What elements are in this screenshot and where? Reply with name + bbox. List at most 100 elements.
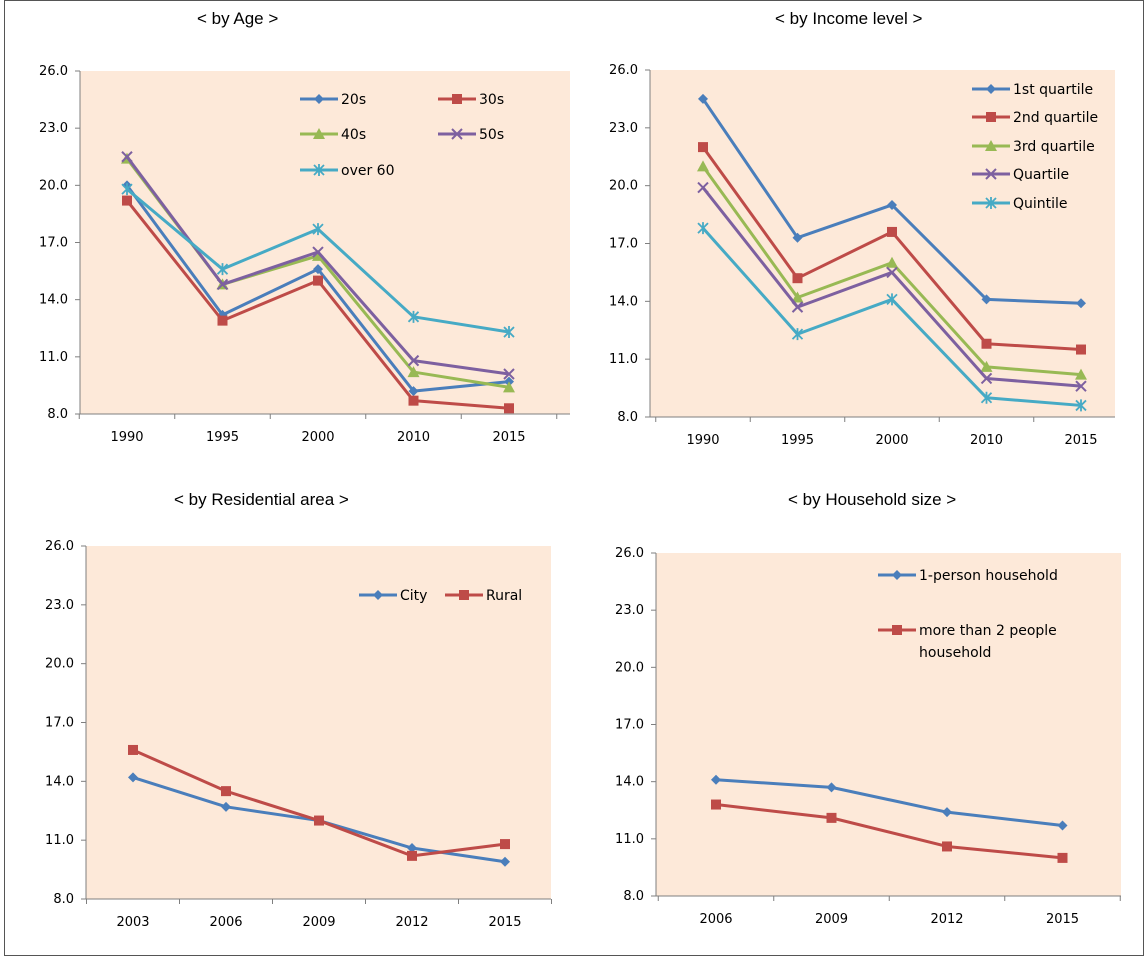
x-tick-label: 2010 (970, 433, 1003, 448)
data-point (1075, 368, 1087, 380)
data-point (407, 843, 417, 854)
data-point (407, 850, 417, 861)
legend-label: Quartile (1013, 167, 1069, 183)
data-point (887, 226, 897, 237)
data-point (1076, 298, 1086, 309)
plot-area (80, 71, 570, 414)
x-tick-label: 2000 (301, 430, 334, 445)
y-tick-label: 11.0 (609, 352, 638, 367)
plot-area (86, 546, 551, 899)
legend-marker (313, 164, 325, 176)
data-point (980, 360, 993, 372)
y-tick-label: 8.0 (53, 892, 74, 907)
y-tick-label: 20.0 (609, 179, 638, 194)
legend-label: 3rd quartile (1013, 139, 1095, 155)
data-point (407, 366, 420, 378)
data-point (407, 310, 420, 323)
data-point (121, 151, 133, 163)
y-tick-label: 26.0 (615, 546, 644, 561)
y-tick-label: 20.0 (45, 657, 74, 672)
legend-marker (892, 570, 902, 580)
data-point (128, 744, 138, 755)
legend-label: 2nd quartile (1013, 110, 1098, 126)
chart-title-income: < by Income level > (775, 9, 923, 28)
data-point (312, 223, 324, 236)
legend-marker (985, 197, 997, 209)
x-tick-label: 2010 (397, 430, 430, 445)
y-tick-label: 11.0 (615, 832, 644, 847)
chart-panel-3: 8.0 11.0 14.0 17.0 20.0 23.0 26.0 2006 2009 2012 2… (615, 546, 1121, 927)
y-tick-label: 14.0 (609, 294, 638, 309)
y-tick-label: 8.0 (47, 407, 68, 422)
x-tick-label: 1995 (206, 430, 239, 445)
data-point (792, 232, 803, 243)
chart-panel-1: 8.0 11.0 14.0 17.0 20.0 23.0 26.0 1990 1995 2000 2… (609, 63, 1115, 448)
data-point (1076, 344, 1086, 355)
x-tick-label: 2009 (302, 915, 335, 930)
legend-marker (451, 128, 463, 140)
y-tick-label: 11.0 (45, 833, 74, 848)
legend-label: 1-person household (919, 568, 1058, 584)
data-point (981, 338, 992, 349)
legend-label: household (919, 645, 991, 661)
data-point (826, 782, 837, 793)
x-tick-label: 2015 (1064, 433, 1097, 448)
data-point (886, 293, 898, 306)
x-tick-label: 1990 (686, 433, 719, 448)
x-tick-label: 2006 (209, 915, 242, 930)
x-tick-label: 2006 (699, 912, 732, 927)
y-tick-label: 23.0 (609, 121, 638, 136)
legend-label: 30s (479, 92, 504, 108)
data-point (408, 386, 419, 397)
data-point (1057, 820, 1068, 831)
x-tick-label: 2015 (492, 430, 525, 445)
data-point (500, 856, 510, 867)
y-tick-label: 8.0 (617, 410, 638, 425)
y-tick-label: 17.0 (45, 716, 74, 731)
data-point (942, 841, 952, 852)
chart-title-age: < by Age > (197, 9, 279, 28)
data-point (698, 93, 708, 104)
series-line (715, 803, 1063, 860)
data-point (886, 256, 898, 268)
chart-panel-2: 8.0 11.0 14.0 17.0 20.0 23.0 26.0 2003 2006 2009 2… (45, 539, 552, 930)
legend-marker (892, 625, 902, 635)
plot-area (656, 553, 1121, 896)
data-point (942, 807, 952, 818)
legend-marker (313, 128, 325, 139)
data-point (408, 395, 419, 406)
data-point (711, 774, 721, 785)
data-point (980, 391, 993, 404)
data-point (698, 142, 708, 153)
data-point (887, 199, 897, 210)
plot-area (650, 70, 1115, 417)
data-point (697, 160, 709, 172)
legend-label: 20s (341, 92, 366, 108)
data-point (1057, 852, 1068, 863)
legend-marker (985, 140, 997, 151)
data-point (312, 246, 324, 258)
y-tick-label: 14.0 (615, 775, 644, 790)
x-tick-label: 2012 (395, 915, 428, 930)
data-point (791, 291, 804, 303)
chart-title-residential: < by Residential area > (174, 490, 349, 509)
y-tick-label: 26.0 (39, 64, 68, 79)
x-tick-label: 1990 (110, 430, 143, 445)
x-tick-label: 2003 (116, 915, 149, 930)
y-tick-label: 20.0 (615, 660, 644, 675)
legend-label: Rural (486, 588, 522, 604)
y-tick-label: 26.0 (45, 539, 74, 554)
y-tick-label: 23.0 (615, 603, 644, 618)
data-point (500, 839, 510, 850)
data-point (697, 222, 709, 235)
data-point (697, 181, 709, 194)
data-point (122, 195, 132, 206)
data-point (791, 328, 804, 341)
legend-marker (459, 590, 469, 600)
legend-label: 50s (479, 127, 504, 143)
y-tick-label: 14.0 (45, 774, 74, 789)
data-point (217, 315, 228, 326)
data-point (711, 799, 721, 810)
data-point (503, 381, 515, 393)
